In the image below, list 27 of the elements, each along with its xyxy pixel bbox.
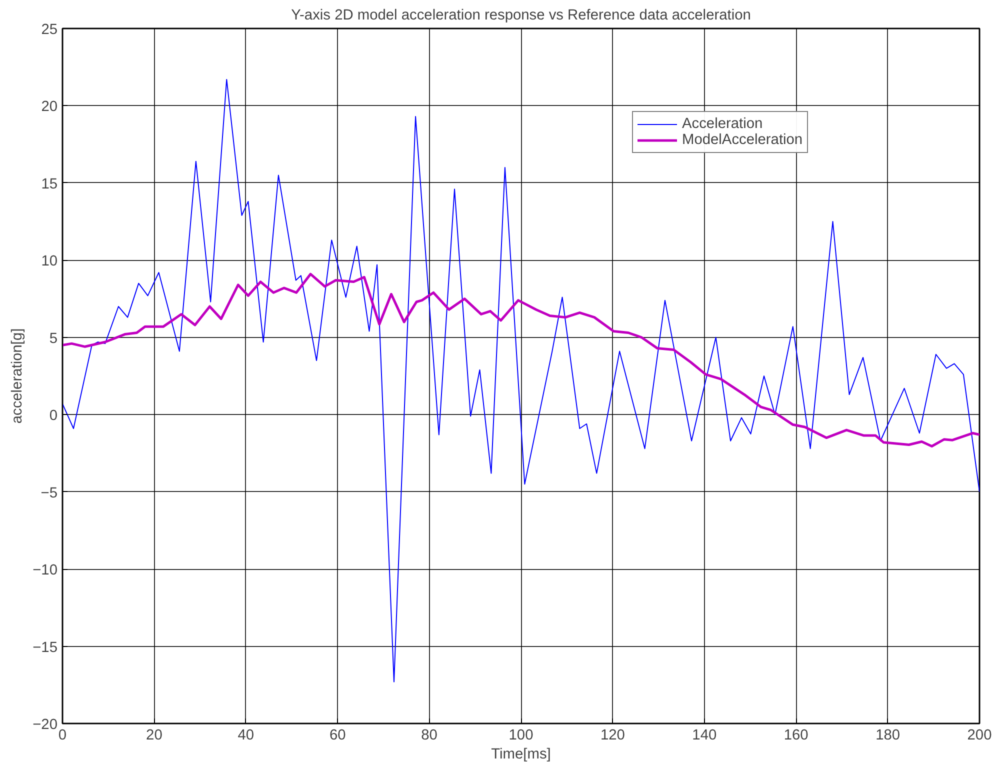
legend-label: Acceleration <box>682 116 763 132</box>
x-axis-title: Time[ms] <box>491 746 551 762</box>
y-tick-label: 10 <box>41 254 58 270</box>
y-tick-label: 15 <box>41 176 58 192</box>
x-tick-label: 20 <box>146 728 162 744</box>
x-tick-label: 120 <box>600 728 625 744</box>
chart-title: Y-axis 2D model acceleration response vs Reference data acceleration <box>291 8 751 24</box>
x-tick-label: 180 <box>876 728 900 744</box>
line-series <box>62 272 980 448</box>
y-tick-label: −5 <box>40 485 58 502</box>
x-tick-label: 200 <box>967 728 992 744</box>
y-tick-label: 0 <box>49 408 58 424</box>
x-tick-label: 140 <box>692 728 717 744</box>
y-tick-label: 5 <box>49 330 58 347</box>
x-tick-label: 160 <box>784 728 808 744</box>
y-tick-label: −15 <box>32 640 58 656</box>
y-axis-title: acceleration[g] <box>10 328 26 424</box>
x-tick-label: 80 <box>421 728 438 744</box>
x-tick-label: 40 <box>238 728 254 744</box>
line-series <box>62 78 980 682</box>
x-tick-label: 100 <box>508 728 534 744</box>
y-tick-label: 25 <box>41 22 58 38</box>
x-tick-label: 60 <box>329 728 346 744</box>
legend-label: ModelAcceleration <box>682 132 803 148</box>
y-tick-label: 20 <box>41 99 58 116</box>
y-tick-label: −20 <box>32 717 58 733</box>
y-tick-label: −10 <box>32 562 58 579</box>
